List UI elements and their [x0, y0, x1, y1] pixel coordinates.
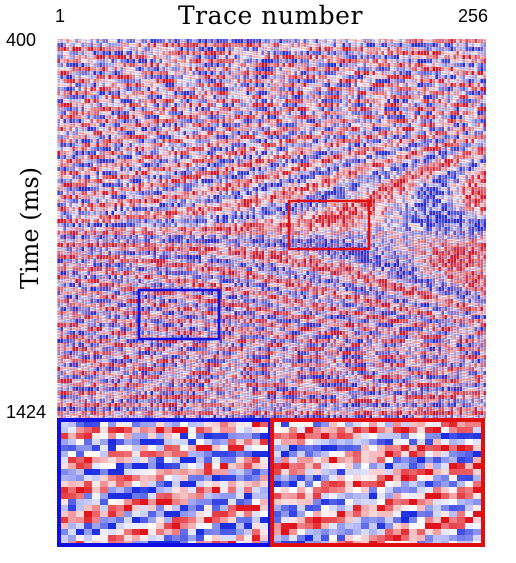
x-axis-end-label: 256 [458, 6, 489, 26]
seismic-image [57, 39, 486, 418]
blue-inset-box [137, 288, 221, 341]
y-axis-end-label: 1424 [6, 402, 47, 422]
x-axis-title: Trace number [178, 1, 363, 30]
zoom-panel-blue-content [60, 421, 269, 544]
zoom-panel-red-content [273, 421, 482, 544]
x-axis-start-label: 1 [55, 6, 66, 26]
y-axis-start-label: 400 [6, 30, 37, 50]
red-zoom-frame [270, 418, 485, 547]
red-inset-box [287, 199, 371, 251]
